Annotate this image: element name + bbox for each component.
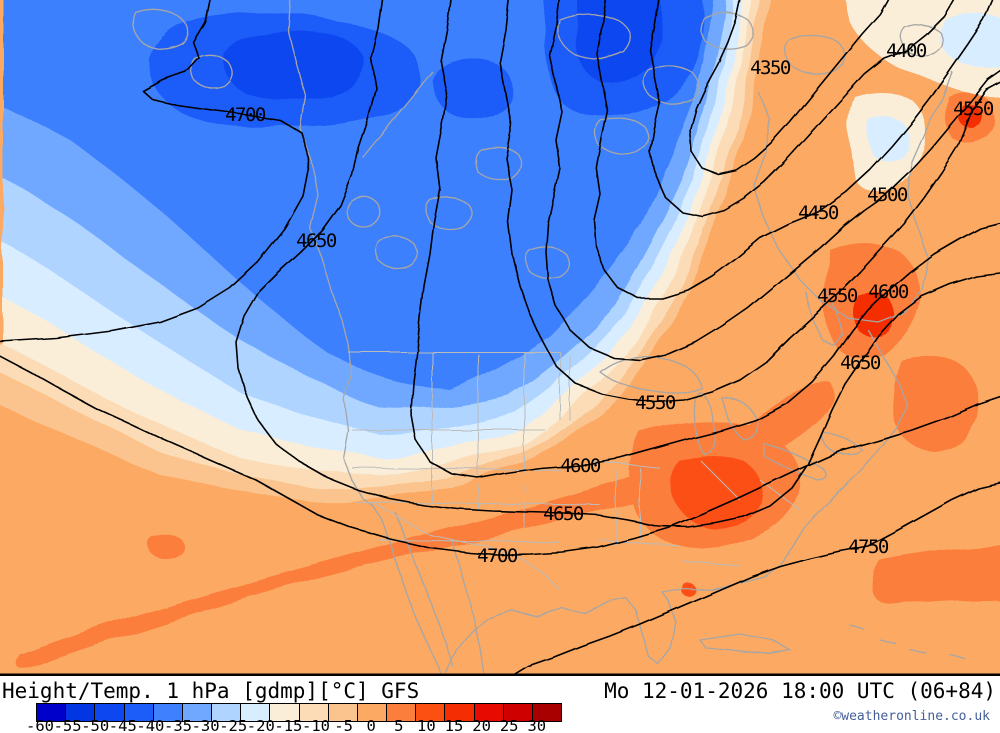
temperature-colorbar xyxy=(36,703,562,722)
colorbar-tick-label: -35 xyxy=(164,717,192,733)
coastline-layer xyxy=(132,0,965,675)
colorbar-tick-label: -5 xyxy=(334,717,353,733)
contour-label: 4650 xyxy=(543,503,584,525)
colorbar-cell xyxy=(124,704,154,721)
contour-4750 xyxy=(511,482,1000,675)
colorbar-tick-label: -45 xyxy=(108,717,137,733)
mexico-border xyxy=(371,501,561,591)
colorbar-tick-label: 5 xyxy=(394,717,404,733)
contour-4700-south xyxy=(0,355,1000,556)
contour-4500 xyxy=(545,0,1000,361)
colorbar-tick-label: -30 xyxy=(191,717,220,733)
contour-label: 4400 xyxy=(886,40,927,62)
pacific-coastline xyxy=(287,0,373,506)
map-title: Height/Temp. 1 hPa [gdmp][°C] GFS xyxy=(2,679,420,703)
colorbar-cell xyxy=(532,704,562,721)
map-bottom-border xyxy=(0,673,1000,675)
colorbar-tick-label: 20 xyxy=(472,717,491,733)
colorbar-cell xyxy=(270,704,300,721)
east-gulf-coastline xyxy=(443,329,909,675)
weather-map: 4700 4650 4350 4400 4550 4500 4450 4550 4600 4650… xyxy=(0,0,1000,675)
contour-4400 xyxy=(649,0,955,217)
contour-label: 4600 xyxy=(560,455,601,477)
state-border-layer xyxy=(348,351,801,591)
contour-label-layer: 4700 4650 4350 4400 4550 4500 4450 4550 4600 4650… xyxy=(225,40,995,567)
colorbar-cell xyxy=(357,704,388,721)
state-borders xyxy=(351,352,801,567)
contour-label: 4350 xyxy=(750,57,791,79)
colorbar-cell xyxy=(474,704,504,721)
contour-label: 4700 xyxy=(477,545,518,567)
colorbar-tick-label: -55 xyxy=(53,717,82,733)
colorbar-tick-label: 15 xyxy=(444,717,464,733)
colorbar-tick-label: -50 xyxy=(81,717,110,733)
colorbar-tick-label: -25 xyxy=(219,717,248,733)
contour-label: 4550 xyxy=(635,392,676,414)
colorbar-tick-label: -40 xyxy=(136,717,165,733)
colorbar-tick-label: 0 xyxy=(366,717,376,733)
contour-4650 xyxy=(235,0,1000,528)
contour-4350 xyxy=(689,0,889,175)
colorbar-cell xyxy=(182,704,213,721)
contour-label: 4600 xyxy=(868,281,909,303)
colorbar-cell xyxy=(66,704,96,721)
colorbar-tick-label: -60 xyxy=(26,717,54,733)
contour-4600 xyxy=(410,0,1000,479)
cuba-bahamas xyxy=(699,624,965,659)
colorbar-tick-label: -10 xyxy=(302,717,330,733)
arctic-islands xyxy=(132,8,944,279)
temperature-fill-layer xyxy=(0,0,1000,675)
colorbar-cell xyxy=(503,704,533,721)
colorbar-tick-label: 30 xyxy=(527,717,547,733)
contour-label: 4450 xyxy=(798,202,839,224)
status-bar: Height/Temp. 1 hPa [gdmp][°C] GFS Mo 12-… xyxy=(0,675,1000,733)
contour-label: 4650 xyxy=(296,230,337,252)
contour-label: 4550 xyxy=(953,98,994,120)
contour-label: 4650 xyxy=(840,352,881,374)
copyright-link[interactable]: ©weatheronline.co.uk xyxy=(833,709,990,724)
colorbar-cell xyxy=(328,704,358,721)
contour-4450 xyxy=(593,0,994,299)
contour-label: 4700 xyxy=(225,104,266,126)
contour-label: 4550 xyxy=(817,285,858,307)
contour-label: 4750 xyxy=(848,536,889,558)
contour-4550 xyxy=(499,0,1000,403)
colorbar-cell xyxy=(241,704,271,721)
colorbar-tick-label: 10 xyxy=(417,717,436,733)
colorbar-cell xyxy=(416,704,446,721)
contour-label: 4500 xyxy=(867,184,908,206)
title-line: Height/Temp. 1 hPa [gdmp][°C] GFS Mo 12-… xyxy=(2,679,996,703)
colorbar-tick-label: 25 xyxy=(499,717,519,733)
map-datetime: Mo 12-01-2026 18:00 UTC (06+84) xyxy=(604,679,996,703)
map-area: 4700 4650 4350 4400 4550 4500 4450 4550 4600 4650… xyxy=(0,0,1000,675)
baja-coastline xyxy=(371,504,485,675)
colorbar-cell xyxy=(212,704,242,721)
graticule-segment xyxy=(362,71,433,158)
colorbar-cell xyxy=(37,704,67,721)
colorbar-cell xyxy=(387,704,417,721)
colorbar-cell xyxy=(153,704,183,721)
height-contour-layer xyxy=(0,0,1000,675)
colorbar-cell xyxy=(95,704,125,721)
colorbar-cell xyxy=(299,704,329,721)
colorbar-tick-label: -20 xyxy=(246,717,275,733)
colorbar-cell xyxy=(445,704,475,721)
colorbar-tick-label: -15 xyxy=(274,717,303,733)
contour-4700-nw xyxy=(0,0,311,343)
great-lakes xyxy=(599,355,863,481)
